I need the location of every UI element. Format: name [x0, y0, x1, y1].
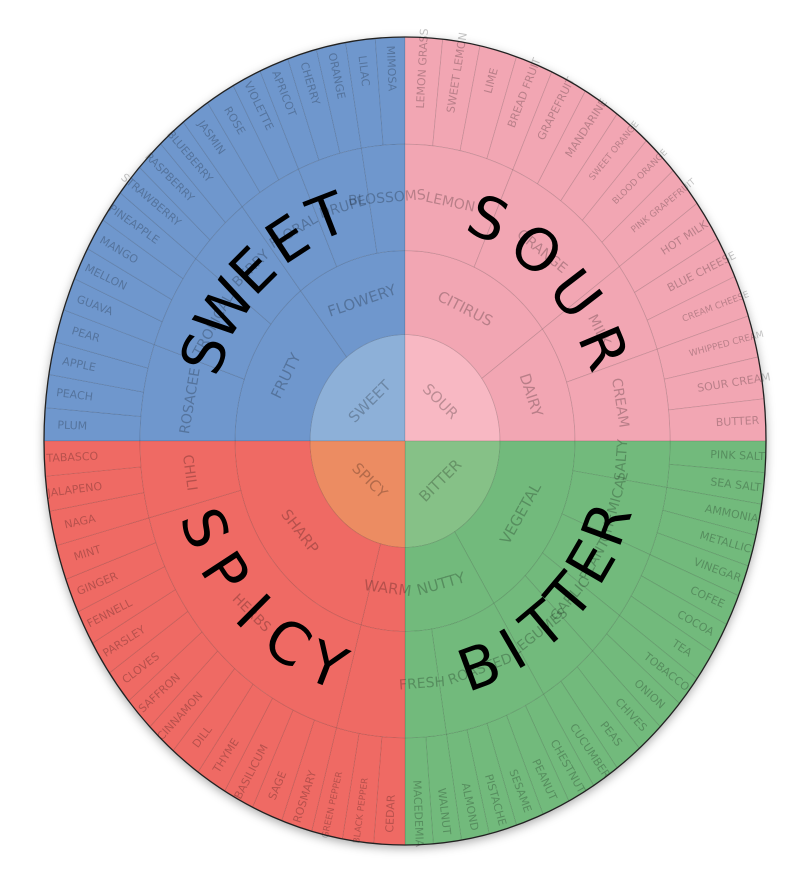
item-label-sea-salt: SEA SALT [710, 475, 762, 494]
sub-label-chili: CHILI [179, 454, 200, 492]
sub-label-fresh: FRESH [398, 674, 445, 694]
item-label-lime: LIME [482, 67, 501, 95]
item-label-lilac: LILAC [355, 55, 372, 87]
sub-chili [139, 440, 242, 519]
item-label-plum: PLUM [57, 418, 87, 432]
item-label-butter: BUTTER [716, 414, 760, 429]
center-bitter [404, 440, 501, 548]
item-label-lemon-grass: LEMON GRASS [414, 28, 431, 109]
item-label-tabasco: TABASCO [45, 450, 99, 465]
sub-label-salty: SALTY [612, 438, 631, 481]
item-label-walnut: WALNUT [435, 787, 453, 835]
item-label-mimosa: MIMOSA [384, 45, 399, 92]
item-label-cedar: CEDAR [383, 794, 398, 833]
sub-label-blossoms: BLOSSOMS [348, 187, 427, 209]
sub-label-cream: CREAM [608, 377, 632, 429]
item-label-pink-salt: PINK SALT [710, 448, 766, 463]
item-label-macedemia: MACEDEMIA [410, 780, 426, 848]
wheel-outline [43, 36, 767, 846]
item-label-peach: PEACH [55, 386, 93, 403]
